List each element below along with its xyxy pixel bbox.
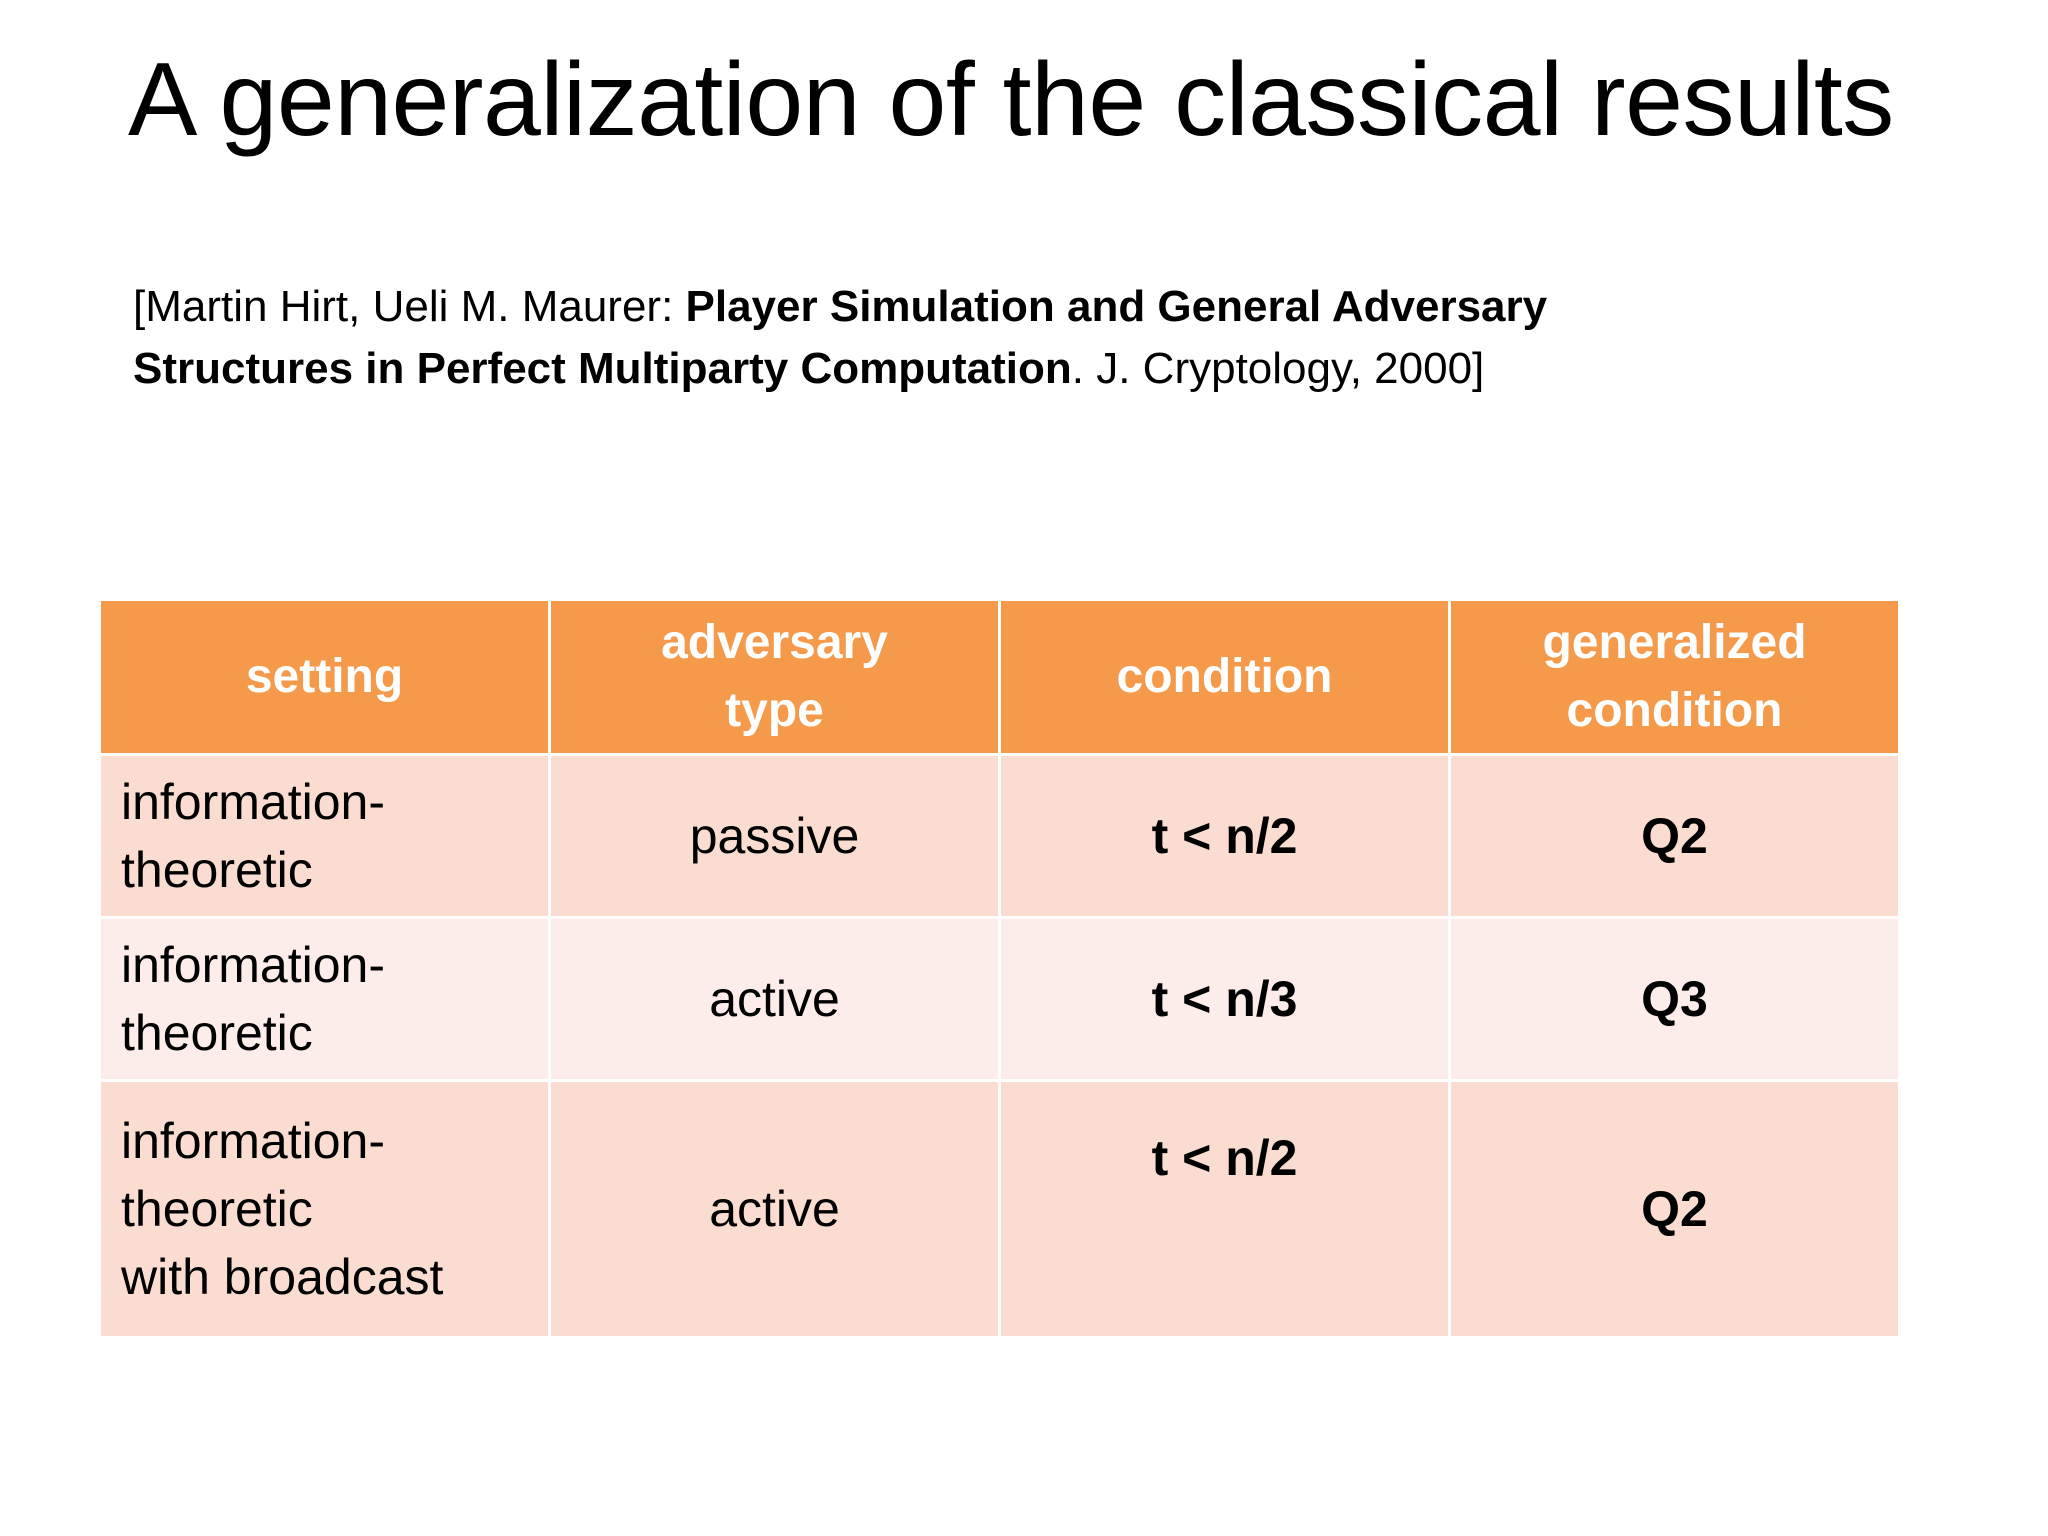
citation-prefix: [Martin Hirt, Ueli M. Maurer: — [133, 282, 686, 331]
table-row: information- theoretic active t < n/3 Q3 — [98, 916, 1901, 1082]
citation-suffix: . J. Cryptology, 2000] — [1071, 344, 1485, 393]
cell-condition: t < n/3 — [998, 916, 1451, 1082]
results-table: setting adversary type condition general… — [98, 598, 1901, 1339]
cell-generalized-condition: Q2 — [1448, 753, 1901, 919]
citation-paper-title: Player Simulation and General Adversary … — [133, 282, 1548, 393]
cell-setting: information- theoretic with broadcast — [98, 1079, 551, 1339]
header-setting: setting — [98, 598, 551, 756]
cell-condition: t < n/2 — [998, 753, 1451, 919]
cell-adversary-type: active — [548, 916, 1001, 1082]
cell-generalized-condition: Q2 — [1448, 1079, 1901, 1339]
table-header-row: setting adversary type condition general… — [98, 598, 1901, 756]
cell-adversary-type: passive — [548, 753, 1001, 919]
cell-condition: t < n/2 — [998, 1079, 1451, 1339]
slide-title: A generalization of the classical result… — [128, 42, 1894, 158]
citation: [Martin Hirt, Ueli M. Maurer: Player Sim… — [133, 276, 1693, 400]
header-generalized-condition: generalized condition — [1448, 598, 1901, 756]
header-adversary-type: adversary type — [548, 598, 1001, 756]
table-row: information- theoretic with broadcast ac… — [98, 1079, 1901, 1339]
cell-setting: information- theoretic — [98, 916, 551, 1082]
header-condition: condition — [998, 598, 1451, 756]
cell-generalized-condition: Q3 — [1448, 916, 1901, 1082]
table-row: information- theoretic passive t < n/2 Q… — [98, 753, 1901, 919]
cell-setting: information- theoretic — [98, 753, 551, 919]
cell-adversary-type: active — [548, 1079, 1001, 1339]
